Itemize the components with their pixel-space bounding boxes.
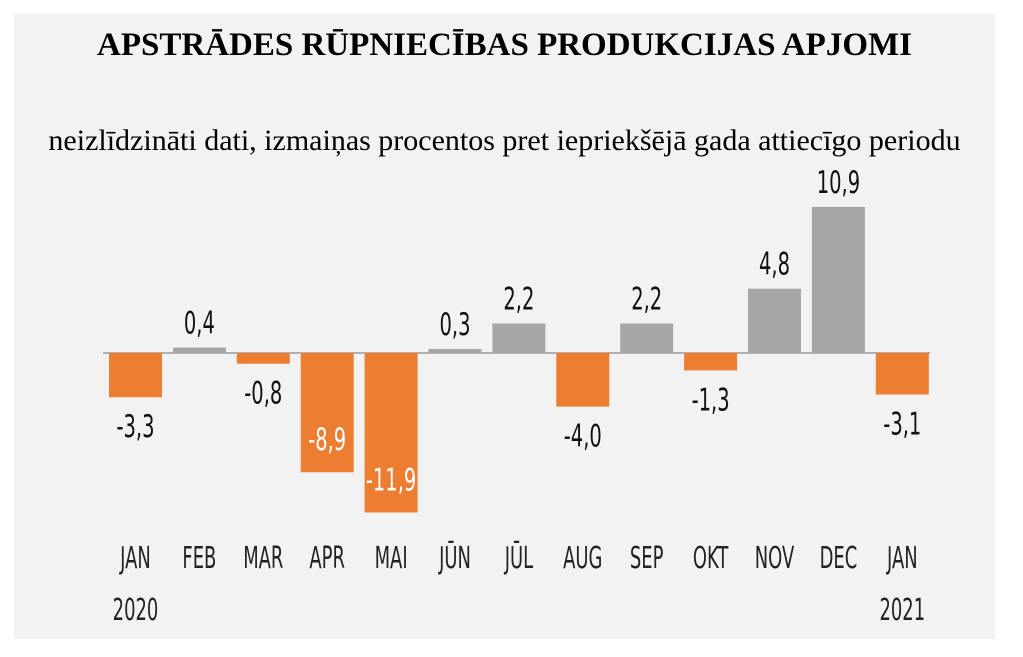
category-label-10: OKT bbox=[693, 540, 729, 575]
bar-13 bbox=[875, 353, 929, 395]
chart-subtitle: neizlīdzināti dati, izmaiņas procentos p… bbox=[48, 124, 961, 157]
category-label-13: JAN bbox=[886, 540, 918, 575]
category-label-7: JŪL bbox=[503, 540, 533, 575]
chart-title: APSTRĀDES RŪPNIECĪBAS PRODUKCIJAS APJOMI bbox=[96, 27, 912, 63]
category-label-11: NOV bbox=[755, 540, 795, 575]
category-label-4: APR bbox=[309, 540, 345, 575]
data-label-4: -8,9 bbox=[308, 423, 346, 459]
category-label-2: FEB bbox=[182, 540, 216, 575]
bar-2 bbox=[172, 347, 226, 353]
bar-1 bbox=[109, 353, 162, 398]
category-label-1: JAN bbox=[119, 540, 151, 575]
bar-9 bbox=[620, 323, 674, 353]
data-label-1: -3,3 bbox=[116, 410, 154, 446]
category-label-5: MAI bbox=[375, 540, 408, 575]
bar-12 bbox=[811, 206, 865, 353]
category-label-9: SEP bbox=[630, 540, 664, 575]
bar-6 bbox=[428, 348, 482, 353]
bar-7 bbox=[492, 323, 546, 353]
category-label-12: DEC bbox=[820, 540, 858, 575]
data-label-9: 2,2 bbox=[631, 282, 662, 318]
data-label-10: -1,3 bbox=[692, 383, 730, 419]
data-label-2: 0,4 bbox=[184, 306, 215, 342]
bar-3 bbox=[236, 353, 290, 364]
data-label-3: -0,8 bbox=[244, 376, 282, 412]
bar-10 bbox=[684, 353, 738, 371]
bar-4 bbox=[300, 353, 354, 473]
data-label-8: -4,0 bbox=[564, 419, 602, 455]
bar-11 bbox=[748, 288, 801, 353]
data-label-12: 10,9 bbox=[817, 165, 860, 201]
category-label-8: AUG bbox=[563, 540, 602, 575]
bar-5 bbox=[364, 353, 418, 513]
data-label-7: 2,2 bbox=[503, 282, 534, 318]
year-label-1: 2020 bbox=[113, 592, 159, 627]
data-label-5: -11,9 bbox=[366, 463, 416, 499]
category-label-3: MAR bbox=[243, 540, 283, 575]
data-label-6: 0,3 bbox=[440, 307, 471, 343]
data-label-11: 4,8 bbox=[759, 247, 790, 283]
data-label-13: -3,1 bbox=[883, 407, 921, 443]
bar-8 bbox=[556, 353, 610, 407]
year-label-13: 2021 bbox=[879, 592, 925, 627]
category-label-6: JŪN bbox=[438, 540, 471, 575]
